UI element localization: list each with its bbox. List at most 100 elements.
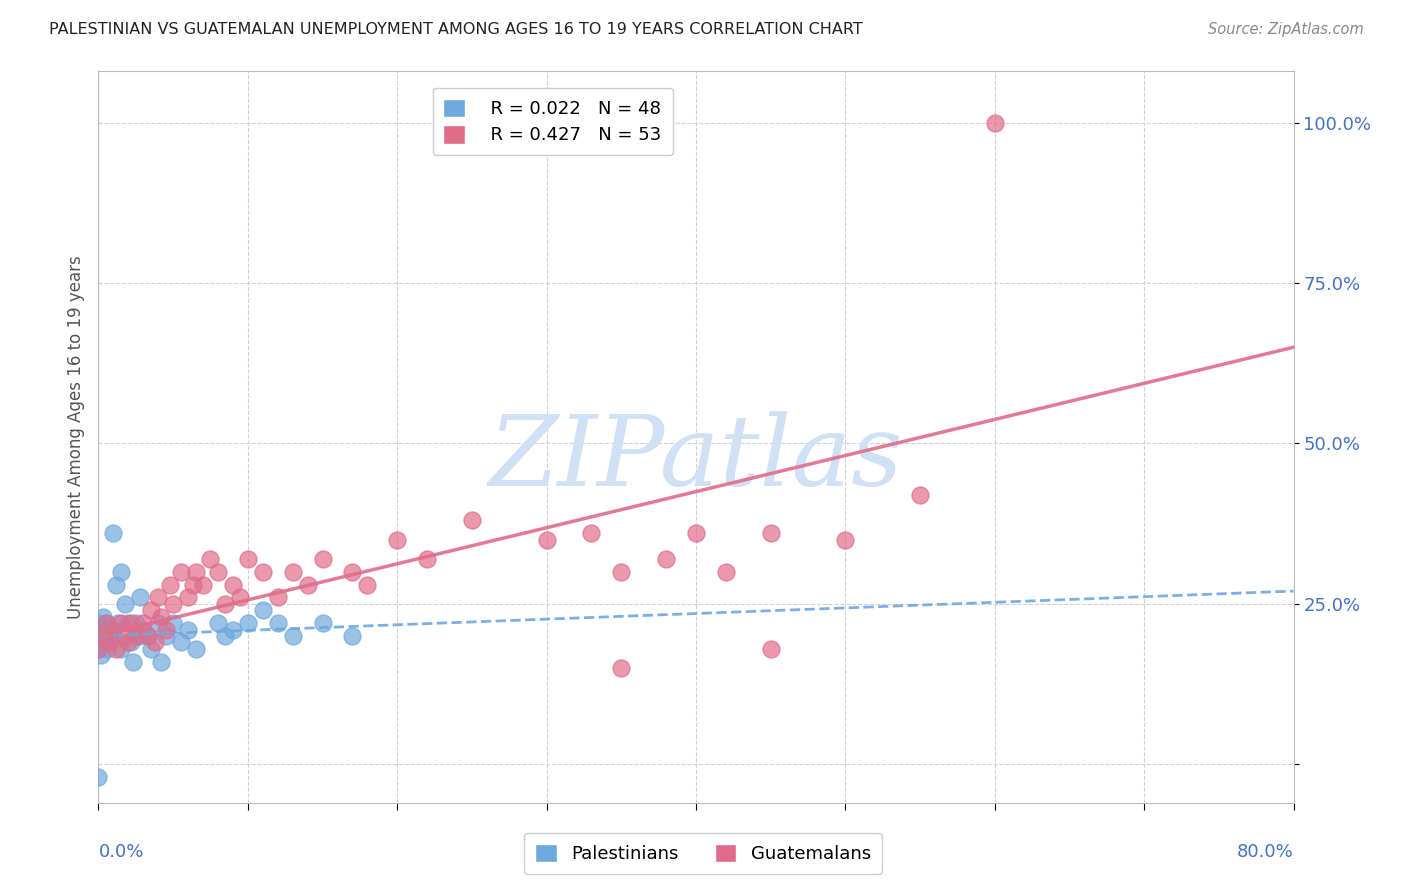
Point bbox=[536, 533, 558, 547]
Point bbox=[103, 526, 125, 541]
Point bbox=[114, 597, 136, 611]
Point bbox=[416, 552, 439, 566]
Point bbox=[125, 629, 148, 643]
Point bbox=[103, 623, 125, 637]
Point bbox=[214, 629, 236, 643]
Point bbox=[200, 552, 222, 566]
Point bbox=[90, 629, 112, 643]
Point bbox=[311, 552, 333, 566]
Point bbox=[105, 641, 128, 656]
Text: PALESTINIAN VS GUATEMALAN UNEMPLOYMENT AMONG AGES 16 TO 19 YEARS CORRELATION CHA: PALESTINIAN VS GUATEMALAN UNEMPLOYMENT A… bbox=[49, 22, 863, 37]
Point bbox=[110, 616, 132, 631]
Y-axis label: Unemployment Among Ages 16 to 19 years: Unemployment Among Ages 16 to 19 years bbox=[66, 255, 84, 619]
Text: Source: ZipAtlas.com: Source: ZipAtlas.com bbox=[1208, 22, 1364, 37]
Point bbox=[87, 623, 110, 637]
Point bbox=[461, 514, 484, 528]
Point bbox=[87, 641, 110, 656]
Point bbox=[98, 635, 122, 649]
Point bbox=[162, 616, 184, 631]
Text: ZIPatlas: ZIPatlas bbox=[489, 411, 903, 507]
Point bbox=[908, 488, 931, 502]
Legend:   R = 0.022   N = 48,   R = 0.427   N = 53: R = 0.022 N = 48, R = 0.427 N = 53 bbox=[433, 87, 672, 155]
Point bbox=[93, 635, 115, 649]
Point bbox=[96, 641, 118, 656]
Point bbox=[117, 635, 139, 649]
Point bbox=[342, 629, 364, 643]
Point bbox=[150, 609, 173, 624]
Point bbox=[714, 565, 737, 579]
Point bbox=[169, 635, 191, 649]
Point bbox=[610, 661, 633, 675]
Point bbox=[159, 577, 181, 591]
Point bbox=[139, 641, 162, 656]
Point bbox=[610, 565, 633, 579]
Point bbox=[139, 603, 162, 617]
Point bbox=[91, 609, 114, 624]
Point bbox=[281, 565, 304, 579]
Point bbox=[114, 629, 136, 643]
Point bbox=[110, 565, 132, 579]
Point bbox=[125, 616, 148, 631]
Point bbox=[148, 591, 170, 605]
Point bbox=[356, 577, 378, 591]
Point bbox=[87, 641, 110, 656]
Point bbox=[87, 635, 110, 649]
Point bbox=[94, 629, 117, 643]
Point bbox=[236, 552, 259, 566]
Point bbox=[87, 770, 110, 784]
Point bbox=[105, 577, 128, 591]
Point bbox=[169, 565, 191, 579]
Point bbox=[236, 616, 259, 631]
Point bbox=[90, 629, 112, 643]
Point bbox=[177, 623, 200, 637]
Point bbox=[91, 623, 114, 637]
Point bbox=[94, 616, 117, 631]
Point bbox=[834, 533, 856, 547]
Text: 80.0%: 80.0% bbox=[1237, 843, 1294, 861]
Point bbox=[581, 526, 603, 541]
Point bbox=[267, 616, 290, 631]
Point bbox=[96, 629, 118, 643]
Point bbox=[94, 616, 117, 631]
Point bbox=[191, 577, 214, 591]
Point bbox=[110, 641, 132, 656]
Point bbox=[155, 629, 177, 643]
Point bbox=[132, 616, 155, 631]
Point bbox=[281, 629, 304, 643]
Point bbox=[184, 565, 207, 579]
Point bbox=[87, 616, 110, 631]
Point bbox=[120, 616, 142, 631]
Point bbox=[148, 616, 170, 631]
Point bbox=[759, 641, 782, 656]
Point bbox=[342, 565, 364, 579]
Point bbox=[120, 635, 142, 649]
Point bbox=[117, 616, 139, 631]
Point bbox=[984, 116, 1007, 130]
Point bbox=[207, 616, 229, 631]
Point bbox=[222, 577, 245, 591]
Point bbox=[177, 591, 200, 605]
Point bbox=[155, 623, 177, 637]
Point bbox=[103, 629, 125, 643]
Point bbox=[267, 591, 290, 605]
Point bbox=[252, 565, 274, 579]
Point bbox=[252, 603, 274, 617]
Text: 0.0%: 0.0% bbox=[98, 843, 143, 861]
Point bbox=[214, 597, 236, 611]
Point bbox=[143, 635, 166, 649]
Point bbox=[121, 655, 143, 669]
Point bbox=[222, 623, 245, 637]
Point bbox=[162, 597, 184, 611]
Point bbox=[207, 565, 229, 579]
Point bbox=[107, 616, 129, 631]
Point bbox=[136, 629, 159, 643]
Point bbox=[150, 655, 173, 669]
Point bbox=[655, 552, 678, 566]
Point bbox=[297, 577, 319, 591]
Point bbox=[229, 591, 252, 605]
Point bbox=[136, 629, 159, 643]
Point bbox=[759, 526, 782, 541]
Legend: Palestinians, Guatemalans: Palestinians, Guatemalans bbox=[524, 833, 882, 874]
Point bbox=[184, 641, 207, 656]
Point bbox=[97, 623, 120, 637]
